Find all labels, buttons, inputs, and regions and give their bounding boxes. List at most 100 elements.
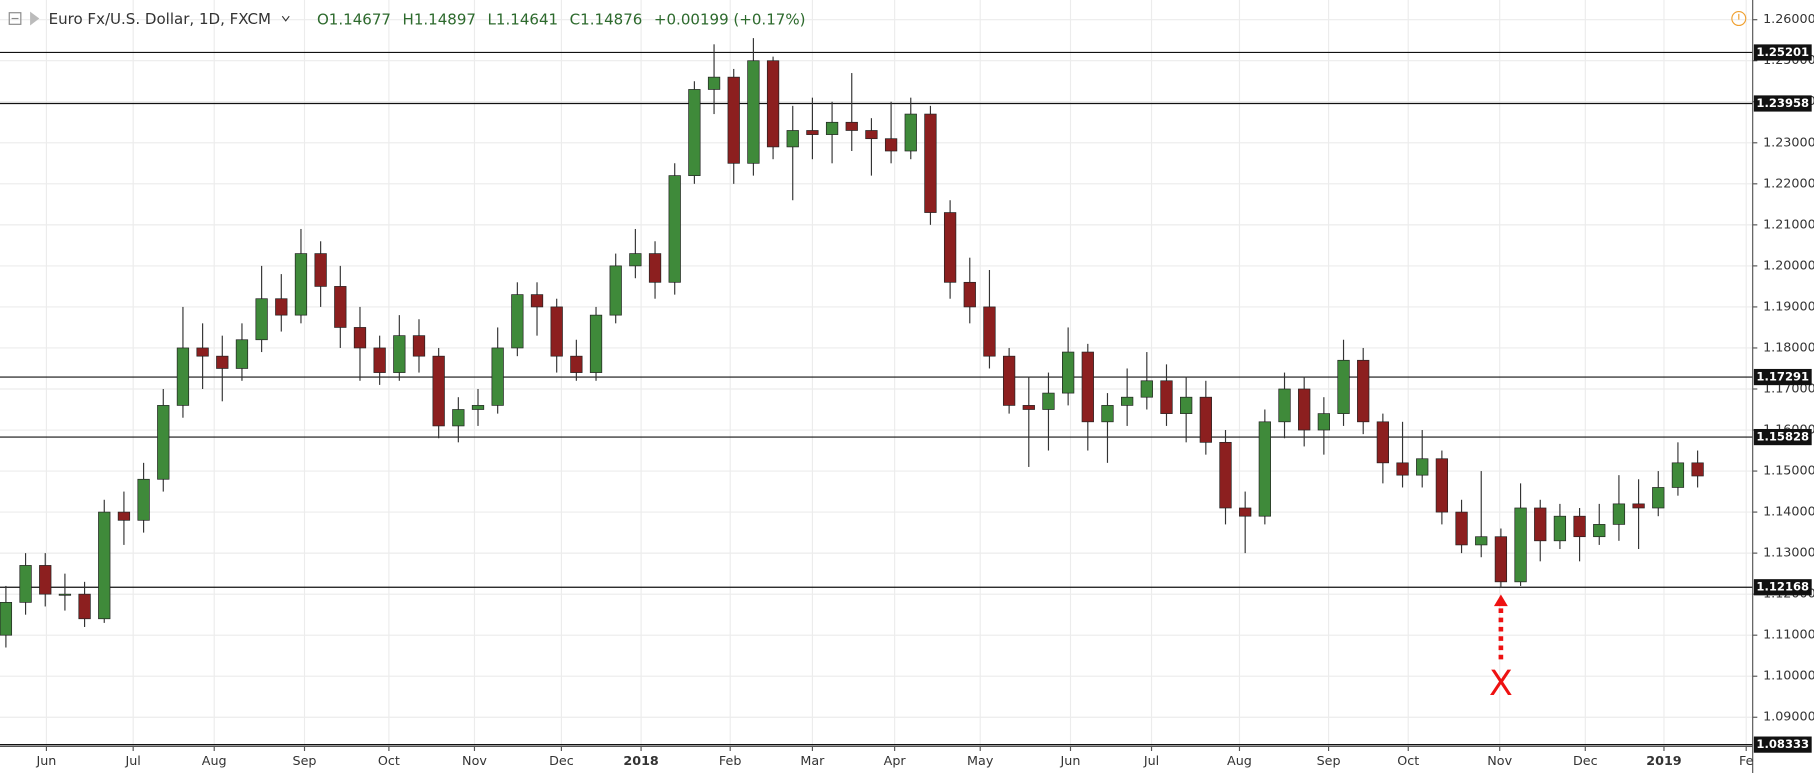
candle-body [334,286,347,328]
candle-body [530,294,544,308]
candle-body [570,355,583,373]
candle-body [1435,458,1449,513]
candle-body [1534,507,1547,542]
level-label-box [1753,579,1812,596]
candle-body [786,130,799,148]
x-tick-label: Aug [1227,753,1252,768]
candle-body [1573,515,1586,538]
candle-body [39,565,52,595]
candle-body [235,339,249,369]
candle-body [1022,405,1035,410]
level-label-box [1753,368,1812,386]
candle-body [1494,536,1508,583]
candle-body [137,478,150,521]
x-tick-label: Dec [549,753,574,768]
candle-body [1396,462,1409,476]
arrow-head [1493,594,1508,607]
candle-body [1160,380,1173,414]
ohlc-value: C1.14876 [570,10,643,28]
y-tick-label: 1.14000 [1763,504,1814,519]
candle-body [668,175,681,283]
candle-body [1278,388,1291,423]
annotation: X [1489,594,1513,704]
candle-body [1652,487,1665,509]
level-label: 1.23958 [1756,96,1809,110]
x-tick-label: Sep [293,753,317,768]
candle-body [943,212,957,283]
candle-body [58,593,72,596]
candle-body [98,511,111,620]
header: Euro Fx/U.S. Dollar, 1D, FXCM O1.14677 H1… [8,10,1747,28]
y-tick-label: 1.26000 [1763,11,1814,26]
level-label: 1.12168 [1756,580,1809,594]
candle-body [963,281,976,308]
candle-body [1376,421,1390,464]
candle-body [491,347,504,406]
candle-body [1337,359,1350,414]
y-tick-label: 1.10000 [1763,668,1814,683]
x-tick-label: Jun [1060,753,1081,768]
candle-body [1514,507,1527,583]
candle-body [1416,458,1429,476]
y-tick-label: 1.19000 [1763,298,1814,313]
x-tick-label: Oct [378,753,400,768]
candle-body [1239,507,1252,517]
x-tick-label: 2018 [623,753,659,768]
candle-body [294,253,308,316]
x-tick-label: May [967,753,994,768]
candle-body [1081,351,1094,423]
candle-body [1632,503,1645,509]
level-label: 1.17291 [1756,370,1809,384]
ohlc-value: O1.14677 [317,10,391,28]
x-tick-label: Jul [124,753,140,768]
dropdown-icon[interactable] [281,15,290,22]
candle-body [78,593,91,620]
candle-body [1121,396,1134,406]
candle-body [884,138,898,152]
candle-body [196,347,209,357]
candle-body [432,355,445,427]
candle-body [648,253,662,283]
candle-body [1475,536,1488,546]
candle-body [1593,524,1606,538]
x-tick-label: Jun [35,753,56,768]
level-label: 1.08333 [1756,737,1809,751]
candle-body [865,130,878,140]
level-label-box [1753,95,1812,112]
x-tick-label: Sep [1317,753,1341,768]
candle-body [452,409,465,427]
y-tick-label: 1.09000 [1763,709,1814,724]
y-tick-label: 1.23000 [1763,134,1814,149]
candle-body [1219,441,1232,509]
candle-body [825,121,839,135]
level-label: 1.15828 [1756,430,1809,444]
candle-body [1062,351,1075,394]
candle-body [904,113,917,152]
x-tick-label: Aug [202,753,227,768]
candle-body [216,355,229,369]
candle-body [393,335,406,373]
x-tick-label: Dec [1573,753,1598,768]
candles [0,38,1704,648]
x-tick-label: Nov [462,753,487,768]
level-label-box [1753,44,1812,61]
candle-body [688,89,701,176]
candle-body [1612,503,1626,525]
alert-icon[interactable] [1731,10,1747,27]
candle-body [550,306,563,357]
candle-body [1357,359,1370,423]
level-label: 1.25201 [1756,45,1809,59]
x-tick-label: Mar [800,753,825,768]
symbol[interactable]: Euro Fx/U.S. Dollar, 1D, FXCM [49,10,271,28]
candle-body [1199,396,1212,443]
candle-body [0,602,13,636]
ohlc-value: L1.14641 [488,10,559,28]
x-tick-label: 2019 [1646,753,1682,768]
x-tick-label: Apr [884,753,907,768]
collapse-icon[interactable] [8,12,22,25]
levels [0,51,1753,746]
level-label-box [1753,428,1812,446]
y-tick-label: 1.11000 [1763,627,1814,642]
candle-body [1101,405,1114,423]
